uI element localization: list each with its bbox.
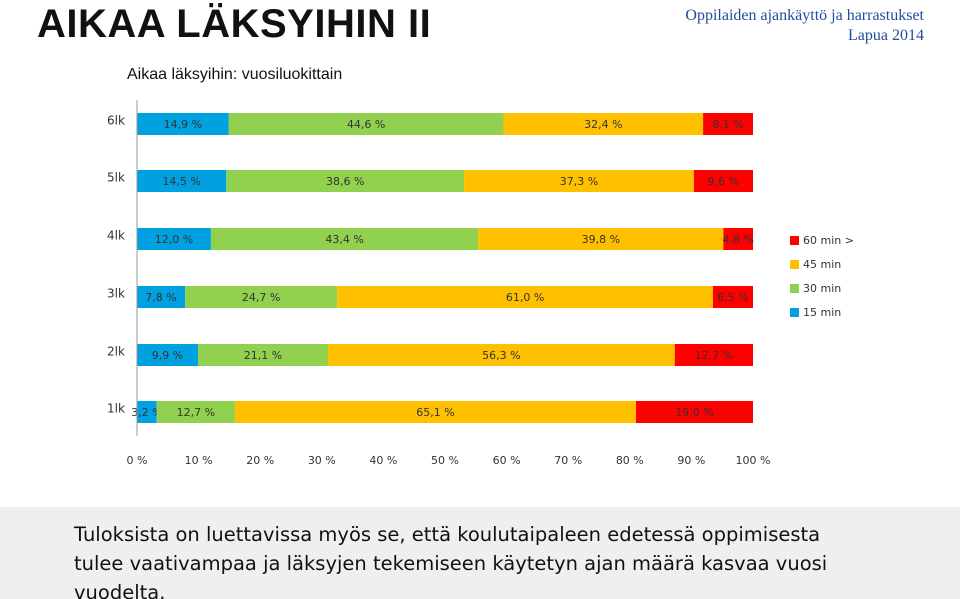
data-label: 32,4 %	[584, 118, 622, 131]
bar-segment	[137, 228, 211, 250]
bar-segment	[464, 170, 694, 192]
bar-segment	[234, 401, 636, 423]
bar-segment	[674, 344, 753, 366]
data-label: 19,0 %	[675, 406, 713, 419]
data-label: 14,9 %	[164, 118, 202, 131]
bar-segment	[156, 401, 235, 423]
data-label: 65,1 %	[416, 406, 454, 419]
summary-text: Tuloksista on luettavissa myös se, että …	[74, 523, 828, 599]
bar-segment	[703, 113, 753, 135]
data-label: 9,6 %	[708, 175, 739, 188]
bar-segment	[635, 401, 753, 423]
legend-swatch	[790, 260, 799, 269]
data-label: 6,5 %	[717, 291, 748, 304]
category-label: 6lk	[107, 114, 125, 128]
data-label: 24,7 %	[242, 291, 280, 304]
legend-swatch	[790, 236, 799, 245]
x-tick-label: 0 %	[127, 454, 148, 467]
x-tick-label: 10 %	[185, 454, 213, 467]
legend-swatch	[790, 308, 799, 317]
bar-segment	[226, 170, 465, 192]
bar-segment	[327, 344, 675, 366]
bar-segment	[712, 286, 753, 308]
data-label: 61,0 %	[506, 291, 544, 304]
data-label: 14,5 %	[162, 175, 200, 188]
data-label: 21,1 %	[244, 349, 282, 362]
category-label: 3lk	[107, 287, 125, 301]
data-label: 39,8 %	[582, 233, 620, 246]
bar-segment	[137, 113, 229, 135]
data-label: 43,4 %	[325, 233, 363, 246]
summary-panel: Tuloksista on luettavissa myös se, että …	[0, 507, 960, 599]
bar-segment	[693, 170, 753, 192]
x-tick-label: 100 %	[736, 454, 771, 467]
bar-segment	[197, 344, 328, 366]
legend-label: 60 min >	[803, 234, 854, 247]
bar-segment	[478, 228, 724, 250]
data-label: 12,7 %	[695, 349, 733, 362]
data-label: 44,6 %	[347, 118, 385, 131]
data-label: 37,3 %	[560, 175, 598, 188]
data-label: 12,0 %	[155, 233, 193, 246]
category-label: 2lk	[107, 345, 125, 359]
data-label: 4,8 %	[722, 233, 753, 246]
data-label: 7,8 %	[145, 291, 176, 304]
legend-label: 45 min	[803, 258, 841, 271]
bar-segment	[723, 228, 753, 250]
chart-title: Aikaa läksyihin: vuosiluokittain	[127, 66, 343, 83]
bar-segment	[137, 401, 157, 423]
legend-label: 30 min	[803, 282, 841, 295]
legend-label: 15 min	[803, 306, 841, 319]
category-label: 4lk	[107, 229, 125, 243]
data-label: 8,1 %	[712, 118, 743, 131]
x-tick-label: 40 %	[369, 454, 397, 467]
bar-segment	[185, 286, 338, 308]
slide-title: AIKAA LÄKSYIHIN II	[37, 2, 432, 46]
data-label: 56,3 %	[482, 349, 520, 362]
bar-segment	[137, 170, 227, 192]
bar-segment	[137, 286, 186, 308]
x-tick-label: 30 %	[308, 454, 336, 467]
slide-subtitle: Oppilaiden ajankäyttö ja harrastukset La…	[685, 6, 924, 46]
subtitle-line-2: Lapua 2014	[848, 27, 924, 44]
subtitle-line-1: Oppilaiden ajankäyttö ja harrastukset	[685, 7, 924, 24]
x-tick-label: 50 %	[431, 454, 459, 467]
x-tick-label: 20 %	[246, 454, 274, 467]
stacked-bar-chart: 6lk 14,9 % 44,6 % 32,4 % 8,1 % 5lk 14,5 % 38,6 …	[107, 100, 854, 467]
data-label: 38,6 %	[326, 175, 364, 188]
bar-segment	[137, 344, 198, 366]
data-label: 9,9 %	[152, 349, 183, 362]
category-label: 1lk	[107, 402, 125, 416]
x-tick-label: 90 %	[677, 454, 705, 467]
bar-segment	[337, 286, 713, 308]
bar-segment	[228, 113, 504, 135]
x-tick-label: 60 %	[493, 454, 521, 467]
bar-segment	[503, 113, 704, 135]
bar-segment	[210, 228, 479, 250]
category-label: 5lk	[107, 171, 125, 185]
x-tick-label: 70 %	[554, 454, 582, 467]
data-label: 3,2 %	[131, 406, 162, 419]
legend-swatch	[790, 284, 799, 293]
x-tick-label: 80 %	[616, 454, 644, 467]
data-label: 12,7 %	[177, 406, 215, 419]
